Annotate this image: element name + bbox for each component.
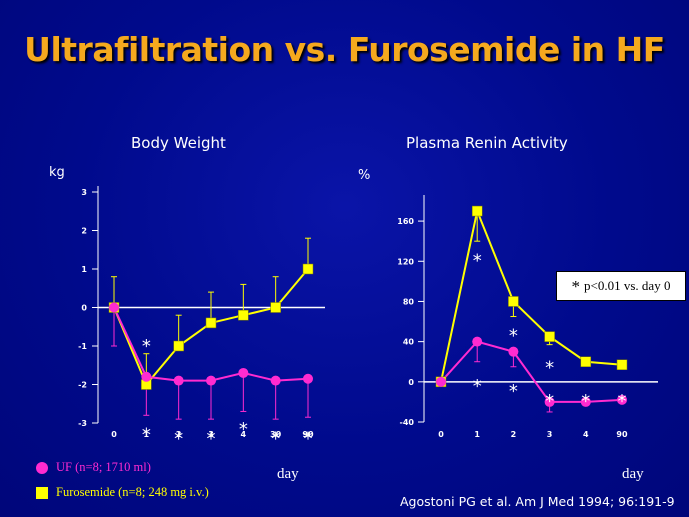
significance-star-renin: * bbox=[509, 381, 518, 402]
series-line-uf-renin bbox=[440, 340, 623, 403]
legend-item-uf: UF (n=8; 1710 ml) bbox=[36, 460, 151, 475]
y-tick-label-renin: 160 bbox=[397, 217, 414, 226]
y-tick-label-renin: 40 bbox=[403, 338, 415, 347]
significance-star-weight: * bbox=[174, 429, 183, 450]
significance-star-weight: * bbox=[271, 429, 280, 450]
x-tick-label-weight: 1 bbox=[144, 430, 150, 439]
y-tick-label-renin: 120 bbox=[397, 257, 414, 266]
y-tick-label-weight: 0 bbox=[81, 304, 87, 313]
y-tick-label-weight: 1 bbox=[81, 265, 87, 274]
point-uf-renin bbox=[508, 346, 519, 357]
legend-furosemide-marker bbox=[36, 487, 48, 500]
point-uf-renin bbox=[436, 376, 446, 387]
point-uf-renin bbox=[617, 394, 627, 405]
x-tick-label-renin: 0 bbox=[438, 430, 444, 439]
point-furo-renin bbox=[471, 205, 483, 217]
significance-star-renin: * bbox=[618, 391, 627, 412]
series-line-furo-renin bbox=[440, 207, 623, 383]
point-furo-renin bbox=[544, 331, 555, 342]
point-uf-weight bbox=[238, 367, 249, 378]
y-tick-label-weight: 3 bbox=[81, 188, 87, 197]
x-tick-label-renin: 90 bbox=[616, 430, 628, 439]
point-furo-renin bbox=[616, 359, 628, 370]
x-tick-label-weight: 3 bbox=[208, 430, 214, 439]
point-uf-weight bbox=[173, 375, 184, 386]
point-uf-renin bbox=[544, 396, 555, 407]
y-tick-label-weight: -2 bbox=[78, 381, 87, 390]
x-tick-label-renin: 4 bbox=[583, 430, 589, 439]
x-tick-label-weight: 90 bbox=[302, 430, 314, 439]
y-tick-label-weight: 2 bbox=[81, 227, 87, 236]
significance-star-renin: * bbox=[581, 391, 590, 412]
x-tick-label-weight: 2 bbox=[176, 430, 182, 439]
point-uf-renin bbox=[580, 396, 591, 407]
legend-furosemide-label: Furosemide (n=8; 248 mg i.v.) bbox=[56, 485, 209, 499]
legend-item-furosemide: Furosemide (n=8; 248 mg i.v.) bbox=[36, 485, 209, 500]
x-tick-label-weight: 30 bbox=[270, 430, 282, 439]
point-uf-weight bbox=[270, 375, 281, 386]
point-furo-weight bbox=[238, 309, 249, 321]
point-uf-weight bbox=[141, 371, 152, 382]
citation: Agostoni PG et al. Am J Med 1994; 96:191… bbox=[400, 494, 675, 509]
xlabel-day-1: day bbox=[277, 466, 299, 482]
x-tick-label-renin: 1 bbox=[474, 430, 480, 439]
significance-text: p<0.01 vs. day 0 bbox=[584, 278, 671, 293]
point-uf-weight bbox=[109, 302, 119, 313]
point-furo-renin bbox=[580, 356, 592, 367]
significance-star: * bbox=[571, 277, 581, 296]
x-tick-label-renin: 3 bbox=[547, 430, 553, 439]
significance-star-weight: * bbox=[239, 419, 248, 440]
y-tick-label-renin: -40 bbox=[400, 418, 415, 427]
point-uf-weight bbox=[206, 375, 216, 386]
point-furo-weight bbox=[173, 340, 184, 352]
slide-title: Ultrafiltration vs. Furosemide in HF bbox=[24, 30, 665, 69]
significance-star-weight: * bbox=[142, 336, 151, 357]
significance-note: * p<0.01 vs. day 0 bbox=[556, 271, 686, 301]
x-tick-label-renin: 2 bbox=[511, 430, 517, 439]
legend-uf-marker bbox=[36, 462, 48, 475]
significance-star-weight: * bbox=[207, 429, 216, 450]
point-uf-weight bbox=[303, 373, 313, 384]
point-furo-weight bbox=[205, 317, 217, 329]
ylabel-percent: % bbox=[358, 168, 371, 183]
point-furo-weight bbox=[302, 263, 314, 275]
chart-title-renin: Plasma Renin Activity bbox=[406, 134, 568, 152]
y-tick-label-weight: -3 bbox=[78, 419, 87, 428]
significance-star-renin: * bbox=[509, 326, 518, 347]
significance-star-renin: * bbox=[473, 250, 482, 271]
significance-star-renin: * bbox=[545, 358, 554, 379]
chart-title-body-weight: Body Weight bbox=[131, 134, 226, 152]
significance-star-renin: * bbox=[545, 391, 554, 412]
point-furo-weight bbox=[270, 302, 281, 313]
point-uf-renin bbox=[472, 336, 483, 347]
legend-uf-label: UF (n=8; 1710 ml) bbox=[56, 460, 151, 474]
y-tick-label-weight: -1 bbox=[78, 342, 87, 351]
x-tick-label-weight: 4 bbox=[241, 430, 247, 439]
significance-star-weight: * bbox=[142, 425, 151, 446]
significance-star-renin: * bbox=[473, 376, 482, 397]
xlabel-day-2: day bbox=[622, 466, 644, 482]
point-furo-renin bbox=[508, 296, 519, 307]
y-tick-label-renin: 0 bbox=[408, 378, 414, 387]
x-tick-label-weight: 0 bbox=[111, 430, 117, 439]
ylabel-kg: kg bbox=[49, 165, 65, 180]
y-tick-label-renin: 80 bbox=[403, 297, 415, 306]
significance-star-weight: * bbox=[304, 429, 313, 450]
